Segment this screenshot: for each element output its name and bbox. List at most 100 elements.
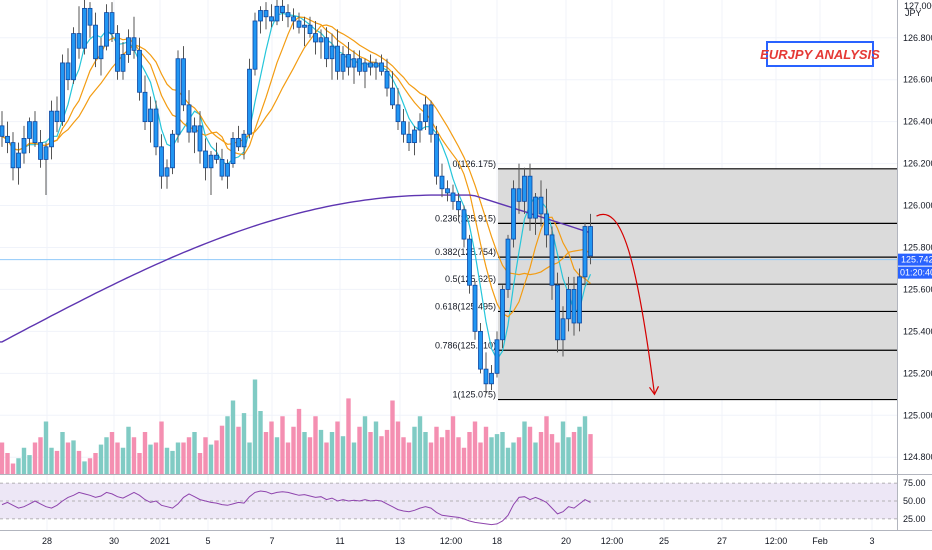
candle[interactable] (137, 37, 142, 101)
candle[interactable] (258, 6, 263, 34)
candle[interactable] (225, 159, 230, 189)
candle[interactable] (203, 138, 208, 181)
candle[interactable] (511, 180, 516, 248)
candle[interactable] (566, 276, 571, 332)
candle[interactable] (439, 163, 445, 198)
candle[interactable] (362, 58, 368, 89)
candle[interactable] (153, 100, 159, 156)
candle[interactable] (544, 188, 549, 248)
candle[interactable] (21, 125, 27, 164)
candle[interactable] (406, 121, 412, 152)
candle[interactable] (302, 16, 307, 47)
candle[interactable] (0, 111, 5, 147)
candle[interactable] (27, 117, 32, 154)
candle[interactable] (549, 226, 555, 300)
candle[interactable] (351, 50, 357, 84)
candle[interactable] (291, 8, 296, 30)
candle[interactable] (175, 50, 181, 143)
candle[interactable] (230, 132, 236, 168)
candle[interactable] (423, 96, 428, 131)
candle[interactable] (412, 125, 417, 156)
candle[interactable] (93, 12, 98, 68)
candle[interactable] (428, 100, 434, 143)
candle[interactable] (313, 20, 318, 55)
candle[interactable] (269, 4, 274, 28)
candle[interactable] (494, 331, 500, 378)
candle[interactable] (390, 71, 395, 110)
candle[interactable] (467, 234, 472, 294)
candle[interactable] (32, 111, 38, 147)
candle[interactable] (516, 163, 522, 214)
candle[interactable] (197, 111, 203, 164)
candle[interactable] (395, 88, 401, 131)
candle[interactable] (54, 96, 60, 133)
candle[interactable] (340, 46, 346, 80)
candle[interactable] (164, 159, 170, 189)
candle[interactable] (527, 163, 533, 231)
candle[interactable] (214, 142, 219, 164)
candle[interactable] (489, 364, 494, 391)
candle[interactable] (401, 109, 406, 143)
candle[interactable] (247, 58, 252, 139)
candle[interactable] (588, 213, 593, 265)
candle[interactable] (10, 132, 16, 181)
candle[interactable] (500, 285, 505, 349)
candle[interactable] (104, 4, 109, 51)
candle[interactable] (450, 184, 456, 210)
candle[interactable] (324, 27, 329, 68)
candle[interactable] (71, 27, 76, 84)
candle[interactable] (318, 29, 324, 59)
candle[interactable] (186, 90, 192, 143)
title-box[interactable] (766, 41, 874, 67)
candle[interactable] (445, 180, 450, 202)
candle[interactable] (131, 16, 137, 59)
candle[interactable] (115, 25, 120, 80)
candle[interactable] (208, 151, 214, 196)
candle[interactable] (60, 54, 65, 126)
candle[interactable] (483, 352, 489, 395)
candle[interactable] (181, 46, 186, 112)
price-axis[interactable]: 126.800 126.600 126.400 126.200 126.000 125.8… (903, 33, 932, 462)
candle[interactable] (478, 322, 483, 374)
candle[interactable] (252, 12, 258, 76)
candle[interactable] (109, 2, 115, 42)
candle[interactable] (98, 37, 104, 76)
candle[interactable] (560, 306, 566, 357)
candle[interactable] (379, 54, 384, 76)
candle[interactable] (346, 41, 351, 76)
projection-arrow[interactable] (596, 213, 660, 396)
candle[interactable] (236, 125, 241, 152)
candle[interactable] (49, 100, 54, 160)
candle[interactable] (571, 276, 577, 336)
candle[interactable] (522, 167, 527, 214)
candle[interactable] (555, 272, 560, 353)
candle[interactable] (373, 58, 379, 80)
candle[interactable] (434, 125, 439, 185)
candle[interactable] (170, 130, 175, 175)
candle[interactable] (417, 113, 423, 143)
candle[interactable] (241, 130, 247, 160)
candle[interactable] (192, 117, 197, 154)
candle[interactable] (142, 75, 148, 131)
candle[interactable] (384, 58, 390, 97)
candle[interactable] (280, 0, 285, 21)
candle[interactable] (38, 130, 43, 168)
candle[interactable] (43, 142, 49, 196)
candle[interactable] (274, 0, 280, 26)
candle[interactable] (456, 192, 461, 219)
candle[interactable] (159, 134, 164, 189)
candle[interactable] (65, 48, 71, 91)
candle[interactable] (577, 268, 582, 332)
candle[interactable] (357, 50, 362, 76)
candle[interactable] (16, 142, 21, 185)
candle[interactable] (538, 180, 544, 227)
candle[interactable] (263, 2, 269, 30)
candle[interactable] (472, 281, 478, 340)
candle[interactable] (126, 29, 131, 63)
candle[interactable] (5, 121, 10, 154)
candle[interactable] (76, 6, 82, 59)
candle[interactable] (505, 234, 511, 298)
candle[interactable] (329, 33, 335, 80)
candle[interactable] (219, 148, 225, 181)
